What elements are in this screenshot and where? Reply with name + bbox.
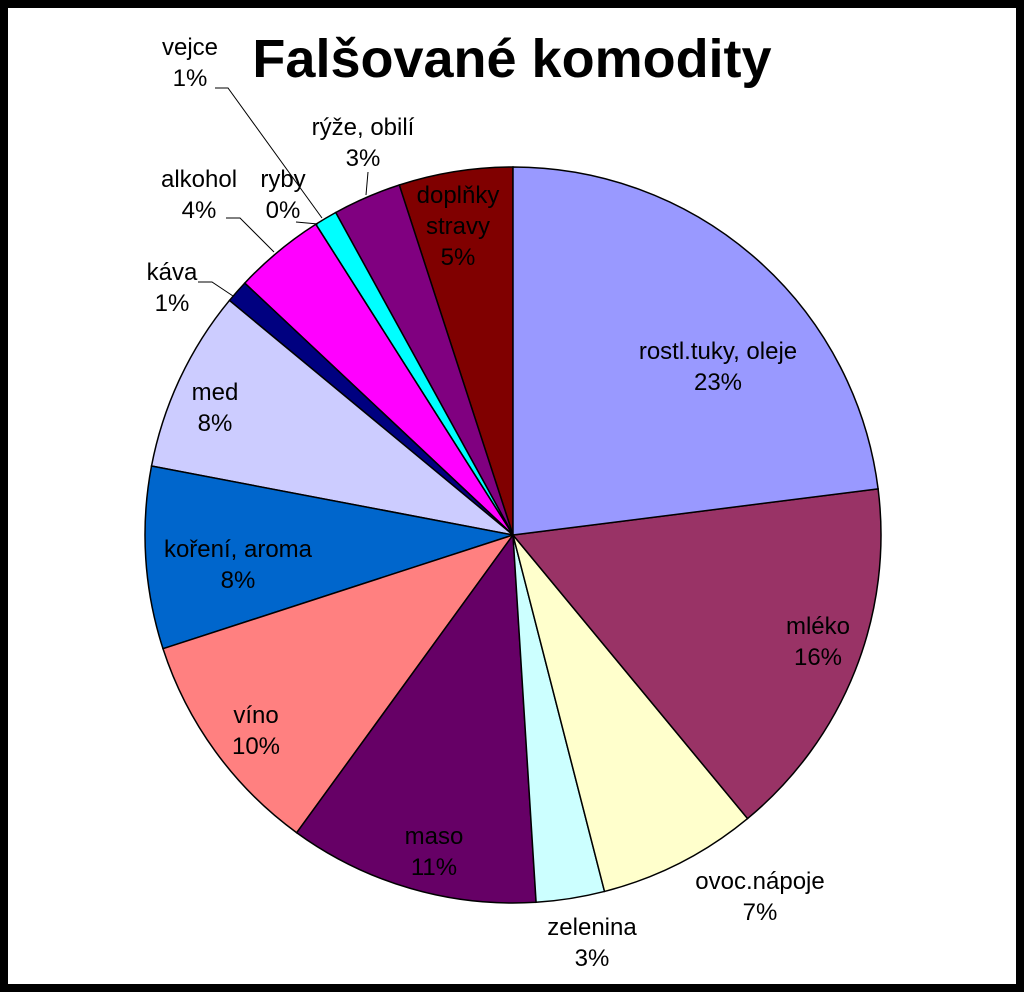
slice-name: víno <box>233 702 279 729</box>
slice-value: 10% <box>231 733 281 760</box>
pie-slice <box>295 532 537 904</box>
slice-label: doplňky stravy 5% <box>408 180 508 273</box>
slice-value: 1% <box>154 290 190 317</box>
slice-label: ovoc.nápoje 7% <box>650 866 870 928</box>
leader-line <box>215 87 323 219</box>
slice-label: maso 11% <box>324 821 544 883</box>
leader-lines <box>198 87 369 297</box>
chart-title: Falšované komodity <box>252 29 772 89</box>
slice-name: alkohol <box>160 166 238 193</box>
slice-value: 8% <box>197 410 233 437</box>
slice-value: 8% <box>220 567 256 594</box>
slice-label: víno 10% <box>146 700 366 762</box>
slice-label: rýže, obilí 3% <box>253 112 473 174</box>
slice-name: mléko <box>785 613 851 640</box>
slice-label: vejce 1% <box>80 32 300 94</box>
slice-value: 3% <box>345 145 381 172</box>
pie-slice <box>162 533 515 834</box>
pie-slice <box>511 488 882 820</box>
slice-label: mléko 16% <box>708 611 928 673</box>
leader-line <box>198 281 234 297</box>
slice-name: rostl.tuky, oleje <box>638 338 798 365</box>
slice-value: 11% <box>410 854 458 881</box>
slice-value: 3% <box>574 945 610 972</box>
leader-line <box>295 221 319 225</box>
slice-name: koření, aroma <box>163 536 313 563</box>
slice-value: 23% <box>693 369 743 396</box>
slice-label: med 8% <box>105 377 325 439</box>
slice-name: maso <box>404 823 464 850</box>
slice-value: 0% <box>265 197 301 224</box>
slice-name: doplňky stravy <box>416 182 500 240</box>
pie-slice <box>512 166 879 536</box>
slice-name: ryby <box>260 166 306 193</box>
leader-line <box>226 217 275 253</box>
slice-label: alkohol 4% <box>89 164 309 226</box>
slice-name: vejce <box>161 34 219 61</box>
slice-label: zelenina 3% <box>482 912 702 974</box>
slice-name: káva <box>146 259 198 286</box>
slice-name: med <box>191 379 239 406</box>
slice-value: 16% <box>793 644 843 671</box>
slice-label: koření, aroma 8% <box>128 534 348 596</box>
slice-label: ryby 0% <box>173 164 393 226</box>
slice-name: rýže, obilí <box>311 114 415 141</box>
slice-name: ovoc.nápoje <box>695 868 825 895</box>
slice-value: 7% <box>742 899 778 926</box>
slice-name: zelenina <box>547 914 637 941</box>
pie-slice <box>144 465 514 650</box>
slice-value: 4% <box>181 197 217 224</box>
slice-value: 1% <box>172 65 208 92</box>
pie-slice <box>150 299 514 536</box>
slice-value: 5% <box>440 244 476 271</box>
leader-line <box>365 171 369 196</box>
slice-label: káva 1% <box>62 257 282 319</box>
pie-slice <box>512 534 749 893</box>
slice-label: rostl.tuky, oleje 23% <box>608 336 828 398</box>
